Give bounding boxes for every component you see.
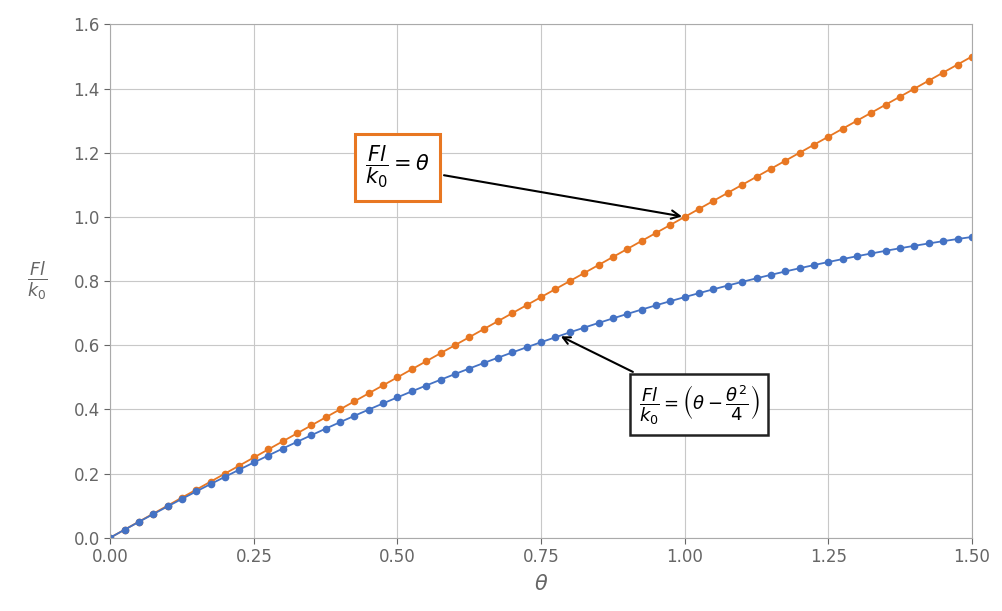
X-axis label: $\theta$: $\theta$ [534, 574, 548, 595]
Text: $\frac{Fl}{k_0}$: $\frac{Fl}{k_0}$ [27, 260, 47, 302]
Text: $\dfrac{Fl}{k_0} = \left(\theta - \dfrac{\theta^2}{4}\right)$: $\dfrac{Fl}{k_0} = \left(\theta - \dfrac… [563, 337, 760, 426]
Text: $\dfrac{Fl}{k_0} = \theta$: $\dfrac{Fl}{k_0} = \theta$ [365, 144, 679, 219]
